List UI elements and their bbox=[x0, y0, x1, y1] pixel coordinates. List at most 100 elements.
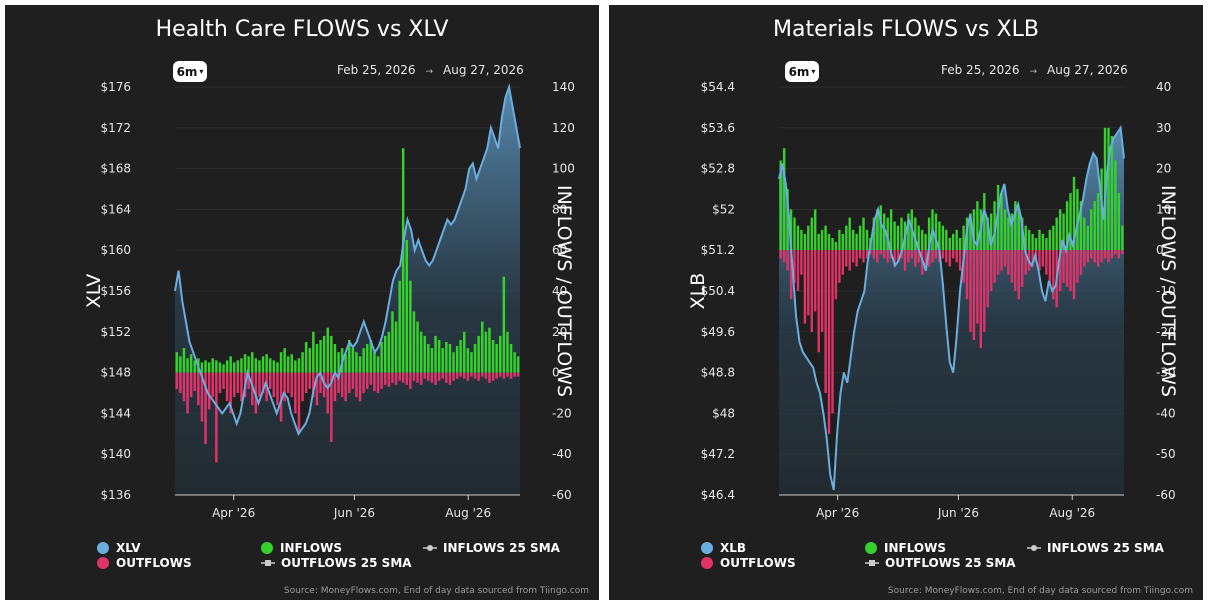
inflow-bar bbox=[793, 217, 796, 251]
inflow-bar bbox=[412, 311, 416, 373]
outflow-bar bbox=[401, 372, 405, 383]
left-tick-label: $168 bbox=[100, 162, 131, 176]
date-start[interactable]: Feb 25, 2026 bbox=[941, 63, 1020, 77]
outflow-bar bbox=[990, 250, 993, 291]
right-tick-label: 0 bbox=[552, 366, 560, 380]
legend-outflows-sma[interactable]: OUTFLOWS 25 SMA bbox=[261, 556, 412, 570]
inflow-bar bbox=[934, 213, 938, 251]
inflow-bar bbox=[1010, 213, 1014, 251]
inflow-bar bbox=[814, 209, 817, 251]
right-tick-label: 120 bbox=[552, 121, 575, 135]
inflow-bar bbox=[236, 360, 240, 373]
outflow-bar bbox=[362, 372, 365, 393]
right-tick-label: 40 bbox=[552, 284, 567, 298]
left-tick-label: $46.4 bbox=[701, 488, 735, 502]
range-selector-button[interactable]: 6m ▾ bbox=[173, 61, 207, 82]
outflow-bar bbox=[810, 250, 813, 332]
outflow-bar bbox=[193, 372, 196, 391]
outflow-bar bbox=[430, 372, 434, 383]
outflow-bar bbox=[380, 372, 383, 389]
inflow-bar bbox=[258, 360, 261, 373]
inflow-bar bbox=[233, 362, 236, 373]
outflow-bar bbox=[355, 372, 358, 398]
outflow-bar bbox=[340, 372, 344, 398]
inflow-bar bbox=[434, 335, 437, 373]
outflow-bar bbox=[976, 250, 979, 324]
arrow-right-icon: → bbox=[425, 67, 434, 77]
outflow-bar bbox=[1062, 250, 1065, 283]
inflow-bar bbox=[355, 352, 358, 373]
legend-outflows-sma[interactable]: OUTFLOWS 25 SMA bbox=[865, 556, 1016, 570]
outflow-bar bbox=[326, 372, 329, 414]
outflow-bar bbox=[506, 372, 509, 377]
date-end[interactable]: Aug 27, 2026 bbox=[443, 63, 524, 77]
inflow-bar bbox=[319, 340, 322, 373]
inflow-bar bbox=[1014, 201, 1017, 251]
inflow-bar bbox=[387, 331, 391, 373]
inflow-bar bbox=[308, 348, 311, 373]
outflow-bar bbox=[876, 250, 879, 263]
right-tick-label: -10 bbox=[1156, 284, 1176, 298]
inflow-bar bbox=[516, 356, 520, 373]
inflow-bar bbox=[200, 362, 204, 373]
outflow-bar bbox=[1121, 250, 1124, 255]
left-tick-label: $164 bbox=[100, 202, 131, 216]
legend-inflows-sma[interactable]: INFLOWS 25 SMA bbox=[423, 541, 560, 555]
legend-outflows[interactable]: OUTFLOWS bbox=[97, 556, 192, 570]
inflow-bar bbox=[225, 360, 229, 373]
date-start[interactable]: Feb 25, 2026 bbox=[337, 63, 416, 77]
legend-outflows[interactable]: OUTFLOWS bbox=[701, 556, 796, 570]
legend-inflows[interactable]: INFLOWS bbox=[261, 541, 342, 555]
outflow-bar bbox=[513, 372, 516, 377]
outflow-bar bbox=[434, 372, 437, 385]
outflow-bar bbox=[459, 372, 462, 377]
inflow-bar bbox=[986, 217, 989, 251]
outflow-bar bbox=[222, 372, 225, 389]
outflow-bar bbox=[1007, 250, 1010, 275]
inflow-bar bbox=[362, 348, 365, 373]
outflow-bar bbox=[189, 372, 193, 398]
inflow-bar bbox=[896, 225, 900, 251]
outflow-bar bbox=[509, 372, 513, 379]
inflow-bar bbox=[838, 229, 841, 251]
inflow-bar bbox=[304, 342, 308, 373]
legend-inflows-sma[interactable]: INFLOWS 25 SMA bbox=[1027, 541, 1164, 555]
legend-outflows-swatch bbox=[701, 557, 713, 569]
outflow-bar bbox=[824, 250, 827, 393]
chart-title: Health Care FLOWS vs XLV bbox=[155, 17, 449, 42]
outflow-bar bbox=[297, 372, 301, 434]
inflow-bar bbox=[182, 348, 186, 373]
diamond-marker-icon bbox=[423, 543, 437, 553]
square-marker-icon bbox=[261, 558, 275, 568]
outflow-bar bbox=[437, 372, 441, 381]
legend-price[interactable]: XLV bbox=[97, 541, 141, 555]
inflow-bar bbox=[876, 209, 879, 251]
health-care-chart-panel: Health Care FLOWS vs XLV 6m ▾ Feb 25, 202… bbox=[5, 5, 599, 600]
left-tick-label: $50.4 bbox=[701, 284, 735, 298]
outflow-bar bbox=[312, 372, 315, 398]
outflow-bar bbox=[914, 250, 917, 267]
outflow-bar bbox=[315, 372, 319, 406]
inflow-bar bbox=[301, 352, 304, 373]
chevron-down-icon: ▾ bbox=[199, 67, 204, 76]
right-tick-label: 80 bbox=[552, 202, 567, 216]
outflow-bar bbox=[817, 250, 820, 353]
right-tick-label: 0 bbox=[1156, 243, 1164, 257]
inflow-bar bbox=[783, 148, 786, 251]
inflow-bar bbox=[1065, 201, 1069, 251]
inflow-bar bbox=[416, 321, 419, 373]
outflow-bar bbox=[455, 372, 459, 379]
left-tick-label: $172 bbox=[100, 121, 131, 135]
range-selector-button[interactable]: 6m ▾ bbox=[785, 61, 819, 82]
inflow-bar bbox=[969, 213, 972, 251]
legend-inflows[interactable]: INFLOWS bbox=[865, 541, 946, 555]
left-tick-label: $160 bbox=[100, 243, 131, 257]
outflow-bar bbox=[463, 372, 466, 379]
chart-canvas: $176 $172 $168 $164 $160 $156 $152 $148 $144 $140… bbox=[83, 80, 575, 520]
outflow-bar bbox=[384, 372, 387, 385]
legend-price[interactable]: XLB bbox=[701, 541, 746, 555]
left-tick-label: $52 bbox=[712, 202, 735, 216]
outflow-bar bbox=[358, 372, 362, 402]
date-end[interactable]: Aug 27, 2026 bbox=[1047, 63, 1128, 77]
inflow-bar bbox=[207, 362, 211, 373]
